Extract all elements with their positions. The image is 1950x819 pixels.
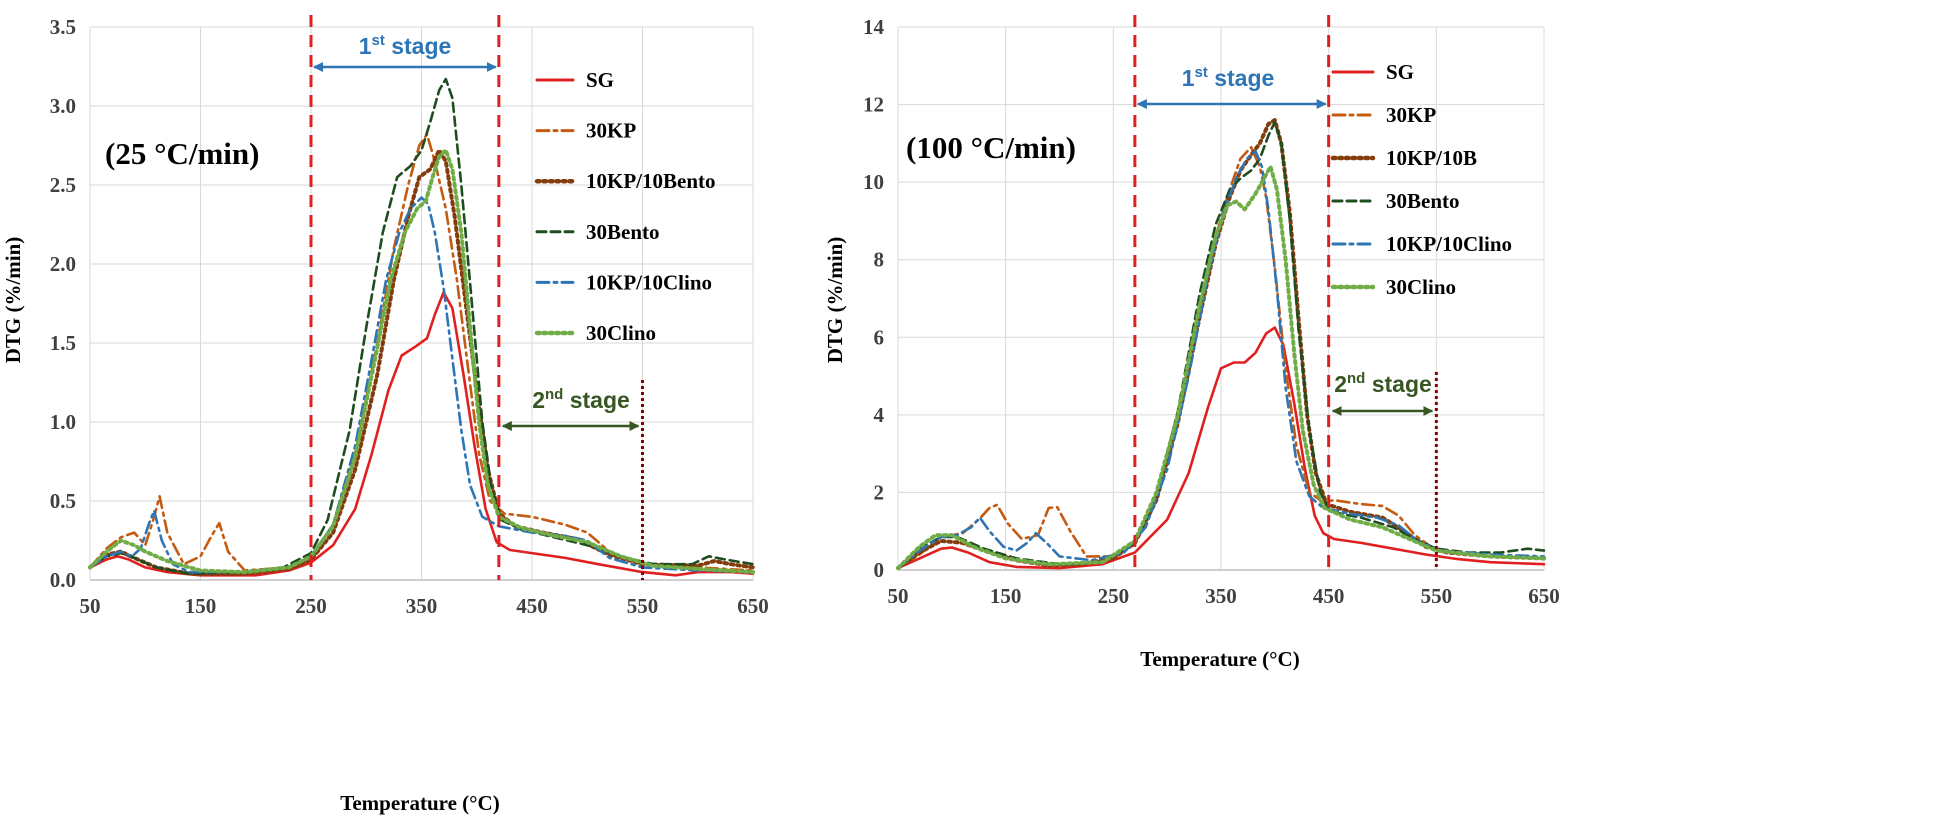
y-tick-label: 1.0 bbox=[50, 410, 76, 434]
y-axis-title: DTG (%/min) bbox=[1, 237, 25, 364]
x-tick-label: 450 bbox=[1313, 584, 1345, 608]
x-tick-label: 250 bbox=[1098, 584, 1130, 608]
y-tick-label: 10 bbox=[863, 170, 884, 194]
stage2-label: 2nd stage bbox=[1334, 370, 1432, 397]
x-tick-label: 150 bbox=[990, 584, 1022, 608]
y-tick-label: 0.5 bbox=[50, 489, 76, 513]
legend-label: 30KP bbox=[586, 119, 636, 143]
x-axis-title: Temperature (°C) bbox=[1140, 647, 1299, 671]
x-tick-label: 450 bbox=[516, 594, 548, 618]
series-line-30clino bbox=[896, 164, 1546, 571]
x-tick-label: 50 bbox=[888, 584, 909, 608]
series-line-sg bbox=[896, 326, 1546, 570]
right-chart: 50 150 250 350 450 550 650 0 2 4 6 8 10 12 14 1st stag… bbox=[823, 15, 1560, 671]
stage2-label: 2nd stage bbox=[532, 386, 630, 413]
series-line-30clino bbox=[88, 148, 755, 575]
y-tick-label: 1.5 bbox=[50, 331, 76, 355]
y-tick-label: 6 bbox=[874, 325, 885, 349]
legend-label: 10KP/10Clino bbox=[586, 270, 712, 294]
series-line-30kp bbox=[88, 133, 755, 572]
legend-label: SG bbox=[586, 68, 614, 92]
heating-rate-label: (100 °C/min) bbox=[906, 130, 1076, 165]
y-tick-label: 2.5 bbox=[50, 173, 76, 197]
legend-label: 30Bento bbox=[1386, 189, 1460, 213]
series-line-10kp-10clino bbox=[896, 149, 1546, 570]
y-tick-label: 3.5 bbox=[50, 15, 76, 39]
x-tick-label: 650 bbox=[1528, 584, 1560, 608]
x-tick-label: 550 bbox=[1421, 584, 1453, 608]
y-tick-label: 3.0 bbox=[50, 94, 76, 118]
legend: SG 30KP 10KP/10B 30Bento 10KP/10Clino 30Clino bbox=[1330, 60, 1512, 299]
legend-label: SG bbox=[1386, 60, 1414, 84]
y-tick-label: 8 bbox=[874, 248, 885, 272]
y-tick-label: 14 bbox=[863, 15, 885, 39]
x-tick-label: 650 bbox=[737, 594, 769, 618]
legend-label: 30Clino bbox=[1386, 275, 1456, 299]
y-tick-label: 4 bbox=[874, 403, 885, 427]
y-tick-label: 2.0 bbox=[50, 252, 76, 276]
y-tick-label: 0.0 bbox=[50, 568, 76, 592]
y-tick-label: 0 bbox=[874, 558, 885, 582]
x-tick-label: 350 bbox=[406, 594, 438, 618]
stage1-label: 1st stage bbox=[1182, 64, 1275, 91]
legend-label: 10KP/10Clino bbox=[1386, 232, 1512, 256]
x-tick-label: 250 bbox=[295, 594, 327, 618]
legend-label: 30KP bbox=[1386, 103, 1436, 127]
y-axis-title: DTG (%/min) bbox=[823, 237, 847, 364]
y-tick-label: 2 bbox=[874, 480, 885, 504]
legend-label: 10KP/10B bbox=[1386, 146, 1477, 170]
x-tick-label: 50 bbox=[80, 594, 101, 618]
legend-label: 10KP/10Bento bbox=[586, 169, 716, 193]
stage1-label: 1st stage bbox=[359, 32, 452, 59]
left-chart: 50 150 250 350 450 550 650 0.0 0.5 1.0 1.5 2.0 2.5 3.… bbox=[1, 15, 769, 815]
heating-rate-label: (25 °C/min) bbox=[105, 136, 259, 171]
x-tick-label: 350 bbox=[1205, 584, 1237, 608]
legend-label: 30Clino bbox=[586, 321, 656, 345]
x-tick-label: 150 bbox=[185, 594, 217, 618]
legend: SG 30KP 10KP/10Bento 30Bento 10KP/10Clino 30C… bbox=[534, 68, 716, 345]
x-tick-label: 550 bbox=[627, 594, 659, 618]
legend-label: 30Bento bbox=[586, 220, 660, 244]
y-tick-label: 12 bbox=[863, 93, 884, 117]
x-axis-title: Temperature (°C) bbox=[340, 791, 499, 815]
